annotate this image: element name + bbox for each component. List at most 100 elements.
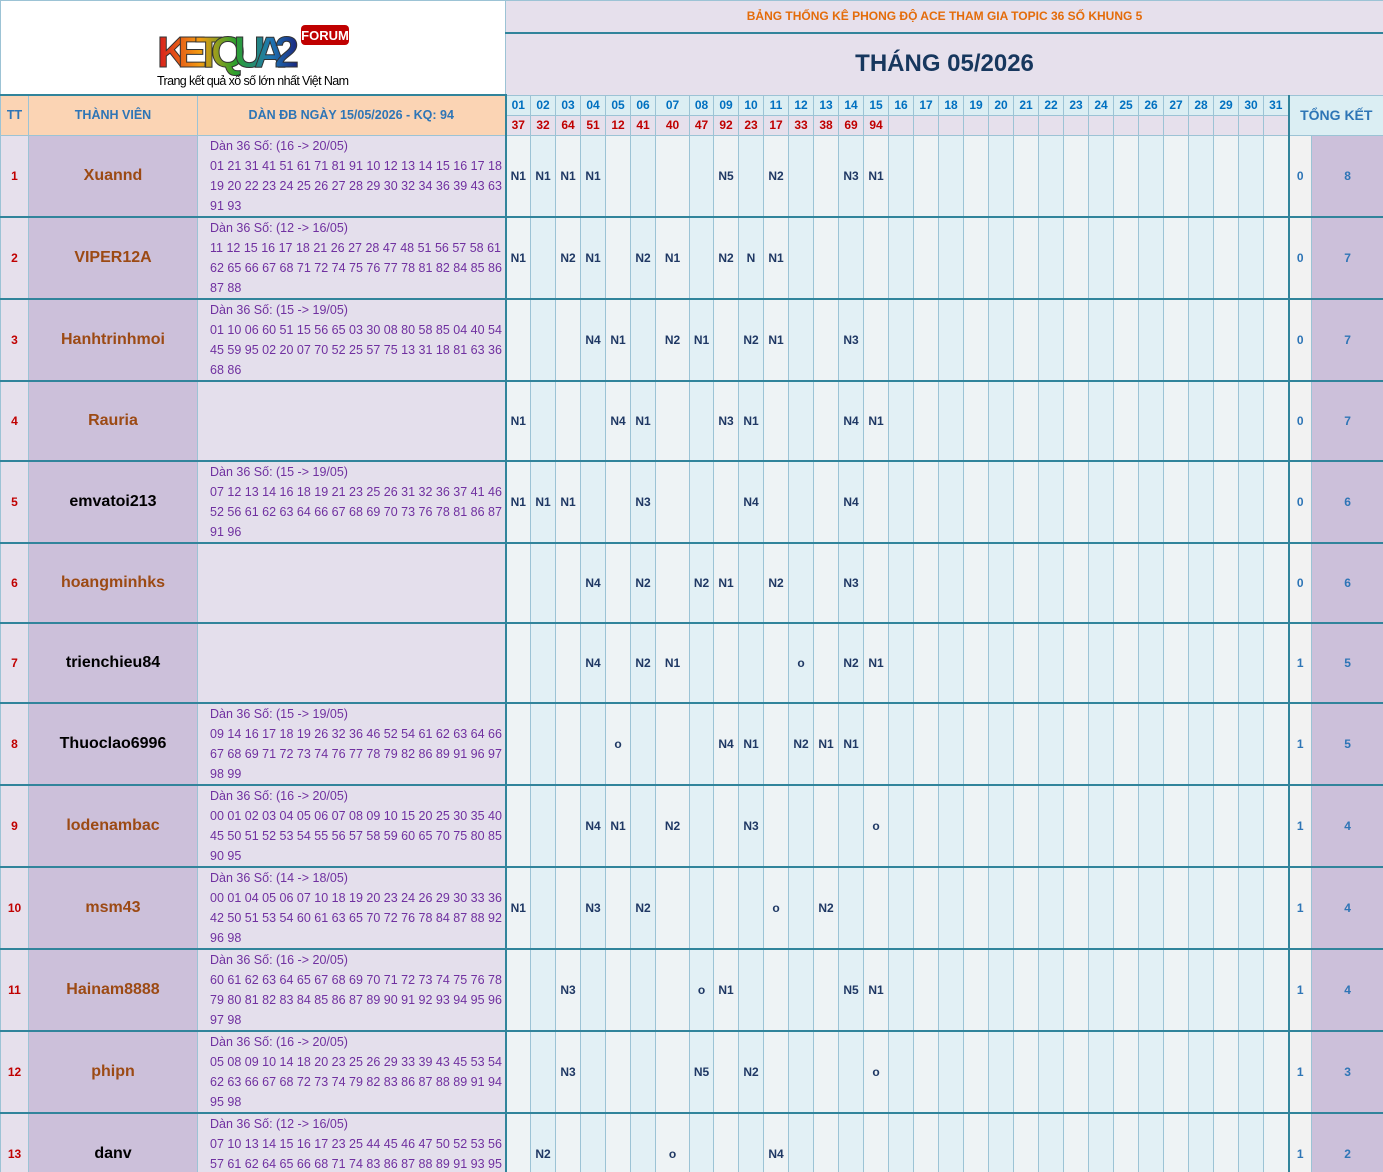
day-mark (1188, 1112, 1214, 1172)
row-number: 11 (0, 948, 29, 1032)
day-mark (655, 134, 690, 218)
day-mark: N1 (713, 948, 739, 1032)
day-mark (888, 948, 914, 1032)
day-mark (1013, 216, 1039, 300)
day-mark (605, 542, 631, 624)
dan-title: Dàn 36 Số: (16 -> 20/05) (210, 952, 348, 967)
day-mark (1213, 948, 1239, 1032)
day-result (1138, 114, 1164, 136)
day-mark (963, 1112, 989, 1172)
day-mark (1138, 1030, 1164, 1114)
day-header: 17 (913, 94, 939, 116)
day-mark (505, 1030, 531, 1114)
day-mark (913, 460, 939, 544)
dan-numbers: 96 98 (210, 930, 242, 945)
day-mark (713, 298, 739, 382)
day-mark (530, 622, 556, 704)
day-mark: N2 (763, 134, 789, 218)
day-mark (888, 784, 914, 868)
day-mark: N5 (838, 948, 864, 1032)
total: 7 (1310, 380, 1383, 462)
day-mark (1013, 948, 1039, 1032)
day-mark (788, 1112, 814, 1172)
day-mark (1138, 216, 1164, 300)
day-mark (1138, 702, 1164, 786)
day-mark: N1 (689, 298, 714, 382)
day-mark: N2 (738, 1030, 764, 1114)
day-mark: N1 (863, 948, 889, 1032)
day-mark (1138, 784, 1164, 868)
member-name: msm43 (28, 866, 198, 950)
day-mark (813, 380, 839, 462)
day-mark (913, 622, 939, 704)
day-mark: N4 (580, 298, 606, 382)
day-result (1213, 114, 1239, 136)
day-mark (1113, 1112, 1139, 1172)
day-mark (1063, 134, 1089, 218)
day-mark: N4 (580, 542, 606, 624)
day-mark (1113, 380, 1139, 462)
dan-cell (197, 380, 507, 462)
day-mark (1213, 542, 1239, 624)
day-mark (1213, 622, 1239, 704)
day-mark (888, 542, 914, 624)
day-mark (1113, 866, 1139, 950)
day-mark (713, 622, 739, 704)
day-mark: o (763, 866, 789, 950)
day-result: 40 (655, 114, 690, 136)
day-mark (1263, 134, 1289, 218)
day-mark (813, 948, 839, 1032)
total: 7 (1310, 298, 1383, 382)
tt-header: TT (0, 94, 29, 136)
day-mark (1263, 380, 1289, 462)
day-mark: N3 (838, 134, 864, 218)
day-mark: N1 (655, 622, 690, 704)
day-result: 17 (763, 114, 789, 136)
day-mark (1038, 216, 1064, 300)
day-result (1063, 114, 1089, 136)
day-mark (988, 542, 1014, 624)
day-header: 13 (813, 94, 839, 116)
dan-numbers: 01 21 31 41 51 61 71 81 91 10 12 13 14 1… (210, 158, 502, 173)
day-mark (863, 702, 889, 786)
day-mark (530, 542, 556, 624)
day-mark (863, 216, 889, 300)
dan-cell (197, 542, 507, 624)
day-mark (1163, 866, 1189, 950)
day-mark (580, 948, 606, 1032)
day-mark (1113, 784, 1139, 868)
day-header: 19 (963, 94, 989, 116)
day-mark (1063, 1112, 1089, 1172)
day-mark (963, 866, 989, 950)
day-mark: N4 (763, 1112, 789, 1172)
day-mark (1038, 1112, 1064, 1172)
day-mark (763, 622, 789, 704)
day-result (1238, 114, 1264, 136)
day-mark (1038, 298, 1064, 382)
day-mark (963, 1030, 989, 1114)
dan-cell (197, 622, 507, 704)
day-mark (655, 460, 690, 544)
total: 4 (1310, 784, 1383, 868)
day-mark (1088, 542, 1114, 624)
day-mark (813, 134, 839, 218)
day-mark (963, 948, 989, 1032)
day-mark (963, 702, 989, 786)
day-result: 37 (505, 114, 531, 136)
day-result (988, 114, 1014, 136)
day-mark (1263, 866, 1289, 950)
day-mark (1138, 622, 1164, 704)
row-number: 13 (0, 1112, 29, 1172)
dan-numbers: 91 96 (210, 524, 242, 539)
header-row: TT THÀNH VIÊN DÀN ĐB NGÀY 15/05/2026 - KQ:… (0, 94, 1383, 136)
day-mark (655, 380, 690, 462)
day-mark (1263, 1112, 1289, 1172)
day-mark: N1 (863, 134, 889, 218)
day-mark (713, 460, 739, 544)
day-mark (913, 702, 939, 786)
day-header: 28 (1188, 94, 1214, 116)
day-mark (689, 460, 714, 544)
day-mark: N1 (813, 702, 839, 786)
day-mark (1088, 380, 1114, 462)
day-mark (655, 542, 690, 624)
